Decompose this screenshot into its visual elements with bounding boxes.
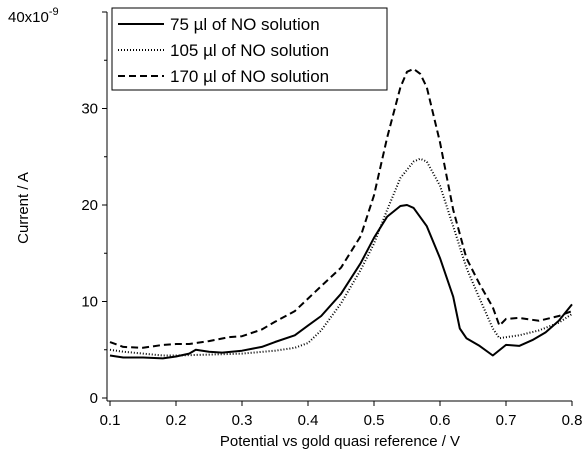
y-tick-label: 30 bbox=[81, 101, 98, 118]
y-tick-label: 10 bbox=[81, 294, 98, 311]
x-tick-label: 0.4 bbox=[298, 412, 319, 429]
x-tick-label: 0.7 bbox=[496, 412, 517, 429]
x-tick-label: 0.2 bbox=[166, 412, 187, 429]
series-line-3 bbox=[109, 67, 573, 349]
y-multiplier-label: 40x10-9 bbox=[8, 6, 59, 26]
y-axis-label: Current / A bbox=[15, 172, 32, 244]
axes: 0.1 0.2 0.3 0.4 0.5 0.6 0.7 0.8 0 10 20 30 bbox=[81, 11, 583, 429]
x-tick-label: 0.6 bbox=[430, 412, 451, 429]
x-axis-label: Potential vs gold quasi reference / V bbox=[220, 433, 460, 450]
x-tick-label: 0.3 bbox=[232, 412, 253, 429]
x-tick-label: 0.1 bbox=[100, 412, 121, 429]
x-tick-label: 0.5 bbox=[364, 412, 385, 429]
plot-marks bbox=[109, 67, 573, 360]
legend-label: 105 µl of NO solution bbox=[170, 41, 329, 60]
y-tick-label: 20 bbox=[81, 197, 98, 214]
legend: 75 µl of NO solution 105 µl of NO solutio… bbox=[111, 7, 388, 91]
y-tick-label: 0 bbox=[90, 390, 98, 407]
legend-label: 170 µl of NO solution bbox=[170, 67, 329, 86]
series-line-2 bbox=[109, 157, 573, 357]
series-line-1 bbox=[109, 204, 573, 360]
legend-label: 75 µl of NO solution bbox=[170, 15, 320, 34]
x-tick-label: 0.8 bbox=[562, 412, 583, 429]
